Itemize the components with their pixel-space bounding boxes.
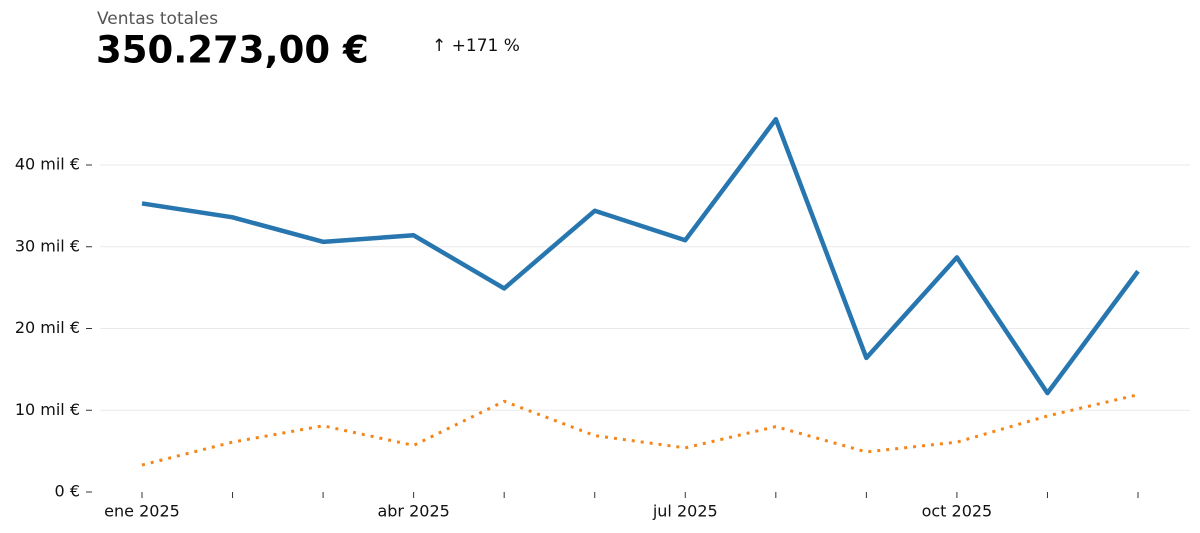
line [141,393,1139,467]
x-tick-label: abr 2025 [377,502,449,521]
y-tick-label: 10 mil € [15,400,80,419]
x-tick-label: jul 2025 [652,502,718,521]
x-tick-label: oct 2025 [922,502,993,521]
kpi-change: ↑ +171 % [432,36,520,56]
kpi-value: 350.273,00 € [96,29,369,72]
line [141,116,1140,396]
x-tick-label: ene 2025 [104,502,180,521]
y-tick-label: 20 mil € [15,318,80,337]
y-tick-label: 40 mil € [15,155,80,174]
y-tick-label: 30 mil € [15,236,80,255]
y-tick-label: 0 € [55,482,80,501]
kpi-title: Ventas totales [97,9,218,29]
